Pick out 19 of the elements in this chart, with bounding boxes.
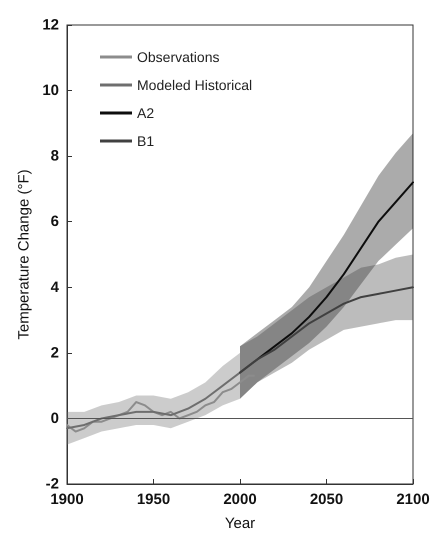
y-tick-label: 10 <box>42 82 59 100</box>
legend-label: Observations <box>137 49 220 65</box>
y-tick-label: 2 <box>50 344 59 362</box>
x-tick-label: 1950 <box>136 491 170 508</box>
legend-label: B1 <box>137 133 154 149</box>
x-tick-label: 2000 <box>223 491 257 508</box>
y-tick-label: 6 <box>50 213 59 230</box>
x-tick-label: 2100 <box>396 491 430 508</box>
y-tick-label: 8 <box>50 148 59 165</box>
x-tick-label: 2050 <box>310 491 344 508</box>
y-axis-title: Temperature Change (°F) <box>15 169 32 340</box>
legend-label: A2 <box>137 105 154 121</box>
y-tick-label: 4 <box>50 278 60 296</box>
x-tick-label: 1900 <box>50 491 84 508</box>
y-tick-label: 12 <box>42 16 59 34</box>
y-tick-label: 0 <box>50 410 59 427</box>
x-axis-title: Year <box>224 515 256 532</box>
y-tick-label: -2 <box>46 476 59 492</box>
legend-label: Modeled Historical <box>137 77 252 93</box>
